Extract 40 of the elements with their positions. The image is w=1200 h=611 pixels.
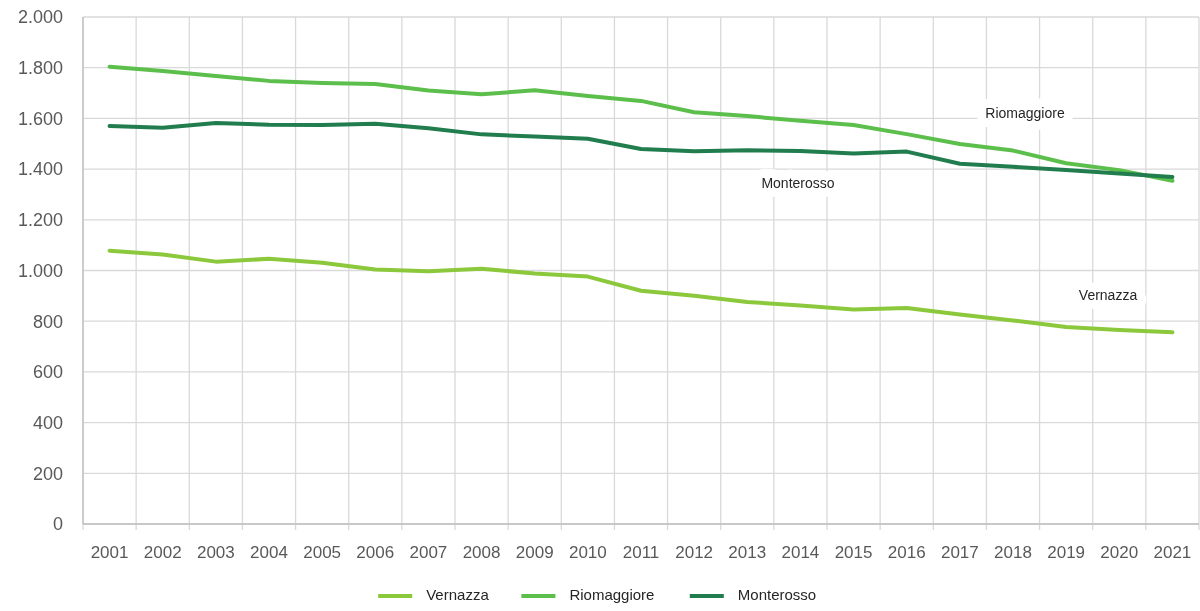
y-tick-label: 600 [32,362,63,383]
x-tick-label: 2007 [409,543,448,562]
y-tick-label: 0 [52,514,63,535]
annotation: Riomaggiore [985,104,1065,121]
x-tick-label: 2014 [781,543,820,562]
y-tick-label: 800 [32,311,63,332]
y-tick-label: 1.600 [17,108,63,129]
x-tick-label: 2021 [1153,543,1192,562]
legend-label: Riomaggiore [569,586,655,603]
x-tick-label: 2004 [250,543,288,562]
line-series [107,120,1175,179]
x-tick-label: 2015 [834,543,873,562]
x-tick-label: 2003 [196,543,235,562]
y-tick-label: 1.000 [17,260,63,281]
y-tick-label: 1.800 [17,58,63,78]
line-series [107,248,1175,335]
annotation: Monterosso [761,174,835,191]
y-tick-label: 1.400 [17,159,63,180]
x-tick-label: 2013 [728,543,767,562]
x-tick-label: 2018 [994,543,1032,562]
x-tick-label: 2010 [568,543,607,562]
x-tick-label: 2005 [303,543,342,562]
x-tick-label: 2019 [1047,543,1086,562]
x-tick-label: 2001 [90,543,129,562]
x-tick-label: 2011 [622,543,660,562]
x-tick-label: 2009 [515,543,554,562]
x-tick-label: 2017 [940,543,979,562]
y-tick-label: 1.200 [17,210,63,231]
y-tick-label: 2.000 [17,7,63,28]
x-tick-label: 2020 [1100,543,1139,562]
x-tick-label: 2008 [462,543,501,562]
y-tick-label: 200 [32,463,63,484]
legend-label: Vernazza [426,586,490,603]
y-tick-label: 400 [32,412,63,433]
x-tick-label: 2016 [887,543,926,562]
x-tick-label: 2006 [356,543,395,562]
legend-label: Monterosso [737,586,817,603]
x-tick-label: 2012 [675,543,714,562]
x-tick-label: 2002 [143,543,182,562]
annotation: Vernazza [1078,286,1138,303]
